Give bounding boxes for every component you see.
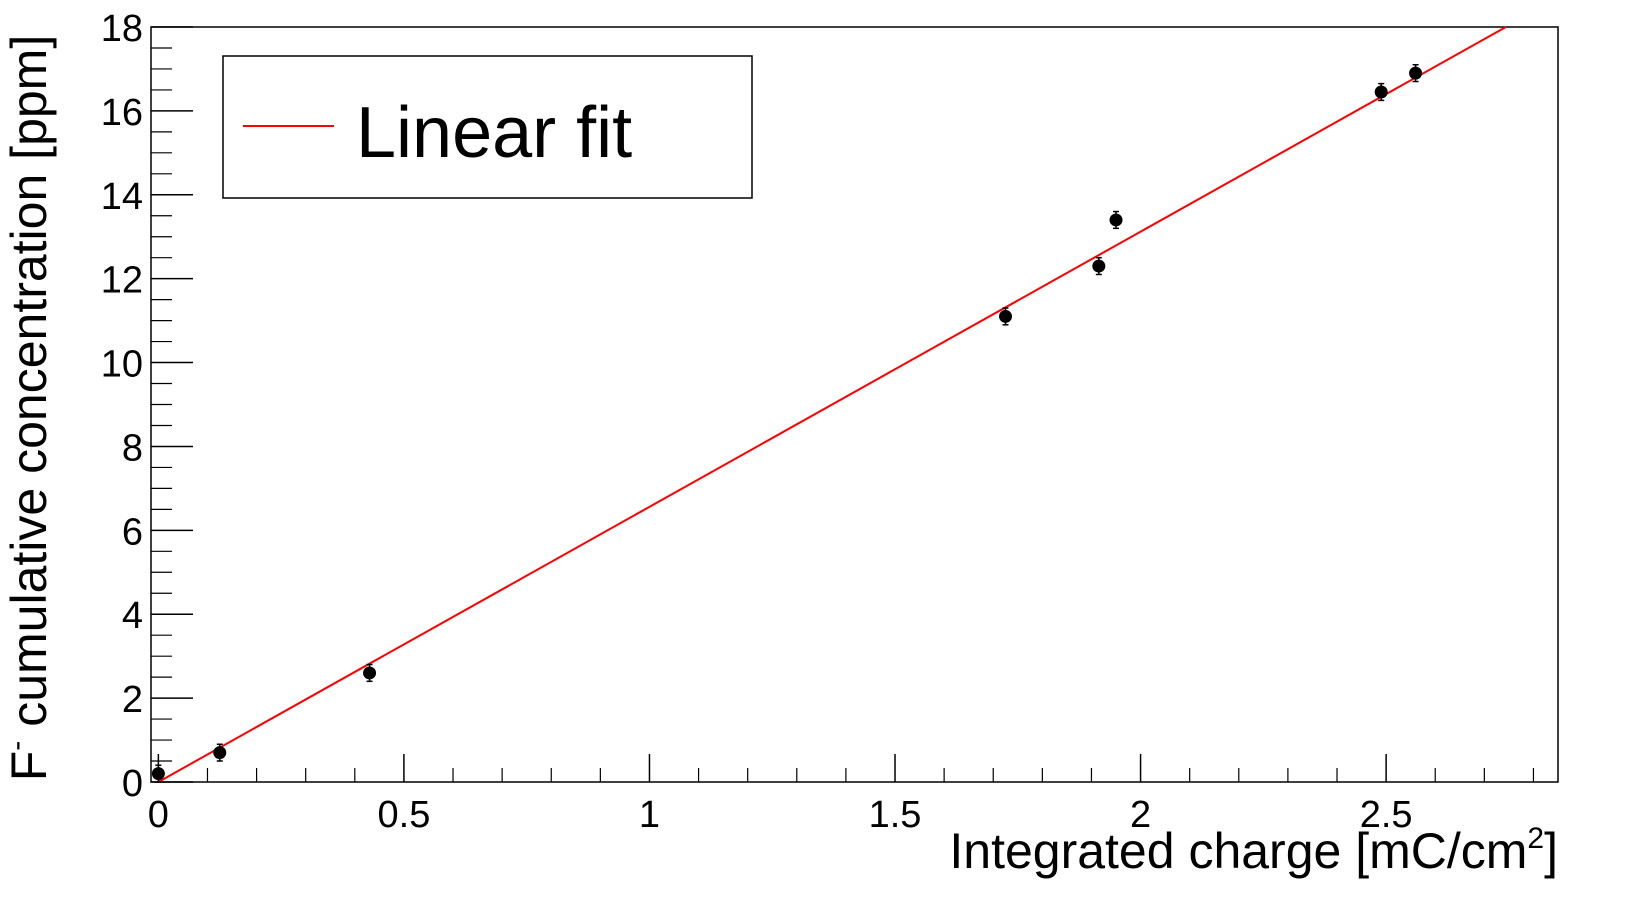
y-tick-label: 14 xyxy=(101,176,143,218)
y-tick-label: 18 xyxy=(101,8,143,50)
x-tick-label: 0 xyxy=(148,794,169,836)
y-tick-label: 4 xyxy=(122,595,143,637)
y-tick-label: 0 xyxy=(122,763,143,805)
data-point xyxy=(999,307,1013,326)
data-point xyxy=(1092,256,1106,276)
legend: Linear fit xyxy=(222,55,753,199)
data-point xyxy=(1374,82,1388,102)
data-point-marker xyxy=(1374,85,1388,99)
fit-line xyxy=(157,26,1507,783)
data-point-marker xyxy=(213,746,227,760)
data-point-marker xyxy=(151,767,165,781)
data-point-marker xyxy=(999,309,1013,323)
data-point-marker xyxy=(1092,259,1106,273)
y-tick-label: 6 xyxy=(122,511,143,553)
y-tick-label: 10 xyxy=(101,344,143,386)
data-point xyxy=(363,663,377,683)
x-tick-label: 2.5 xyxy=(1360,794,1413,836)
axis-ticks: 0 0.5 1 1.5 2 2.5 0 2 4 6 8 10 12 14 16 18 xyxy=(101,8,1535,836)
x-tick-label: 0.5 xyxy=(378,794,431,836)
y-axis-title: F- cumulative concentration [ppm] xyxy=(0,35,57,781)
data-point xyxy=(1109,210,1123,230)
y-tick-label: 16 xyxy=(101,92,143,134)
fit-line-group xyxy=(157,26,1507,783)
y-tick-label: 8 xyxy=(122,427,143,469)
x-tick-label: 1 xyxy=(639,794,660,836)
data-point xyxy=(213,743,227,762)
y-tick-label: 12 xyxy=(101,260,143,302)
data-point-marker xyxy=(1109,213,1123,227)
x-tick-label: 1.5 xyxy=(869,794,922,836)
data-points xyxy=(151,64,1423,783)
x-tick-label: 2 xyxy=(1130,794,1151,836)
data-point-marker xyxy=(1409,66,1423,80)
data-point xyxy=(1409,64,1423,83)
legend-label: Linear fit xyxy=(356,93,632,173)
data-point xyxy=(151,764,165,783)
y-tick-label: 2 xyxy=(122,679,143,721)
x-axis-title: Integrated charge [mC/cm2] xyxy=(949,822,1558,879)
data-point-marker xyxy=(363,666,377,680)
